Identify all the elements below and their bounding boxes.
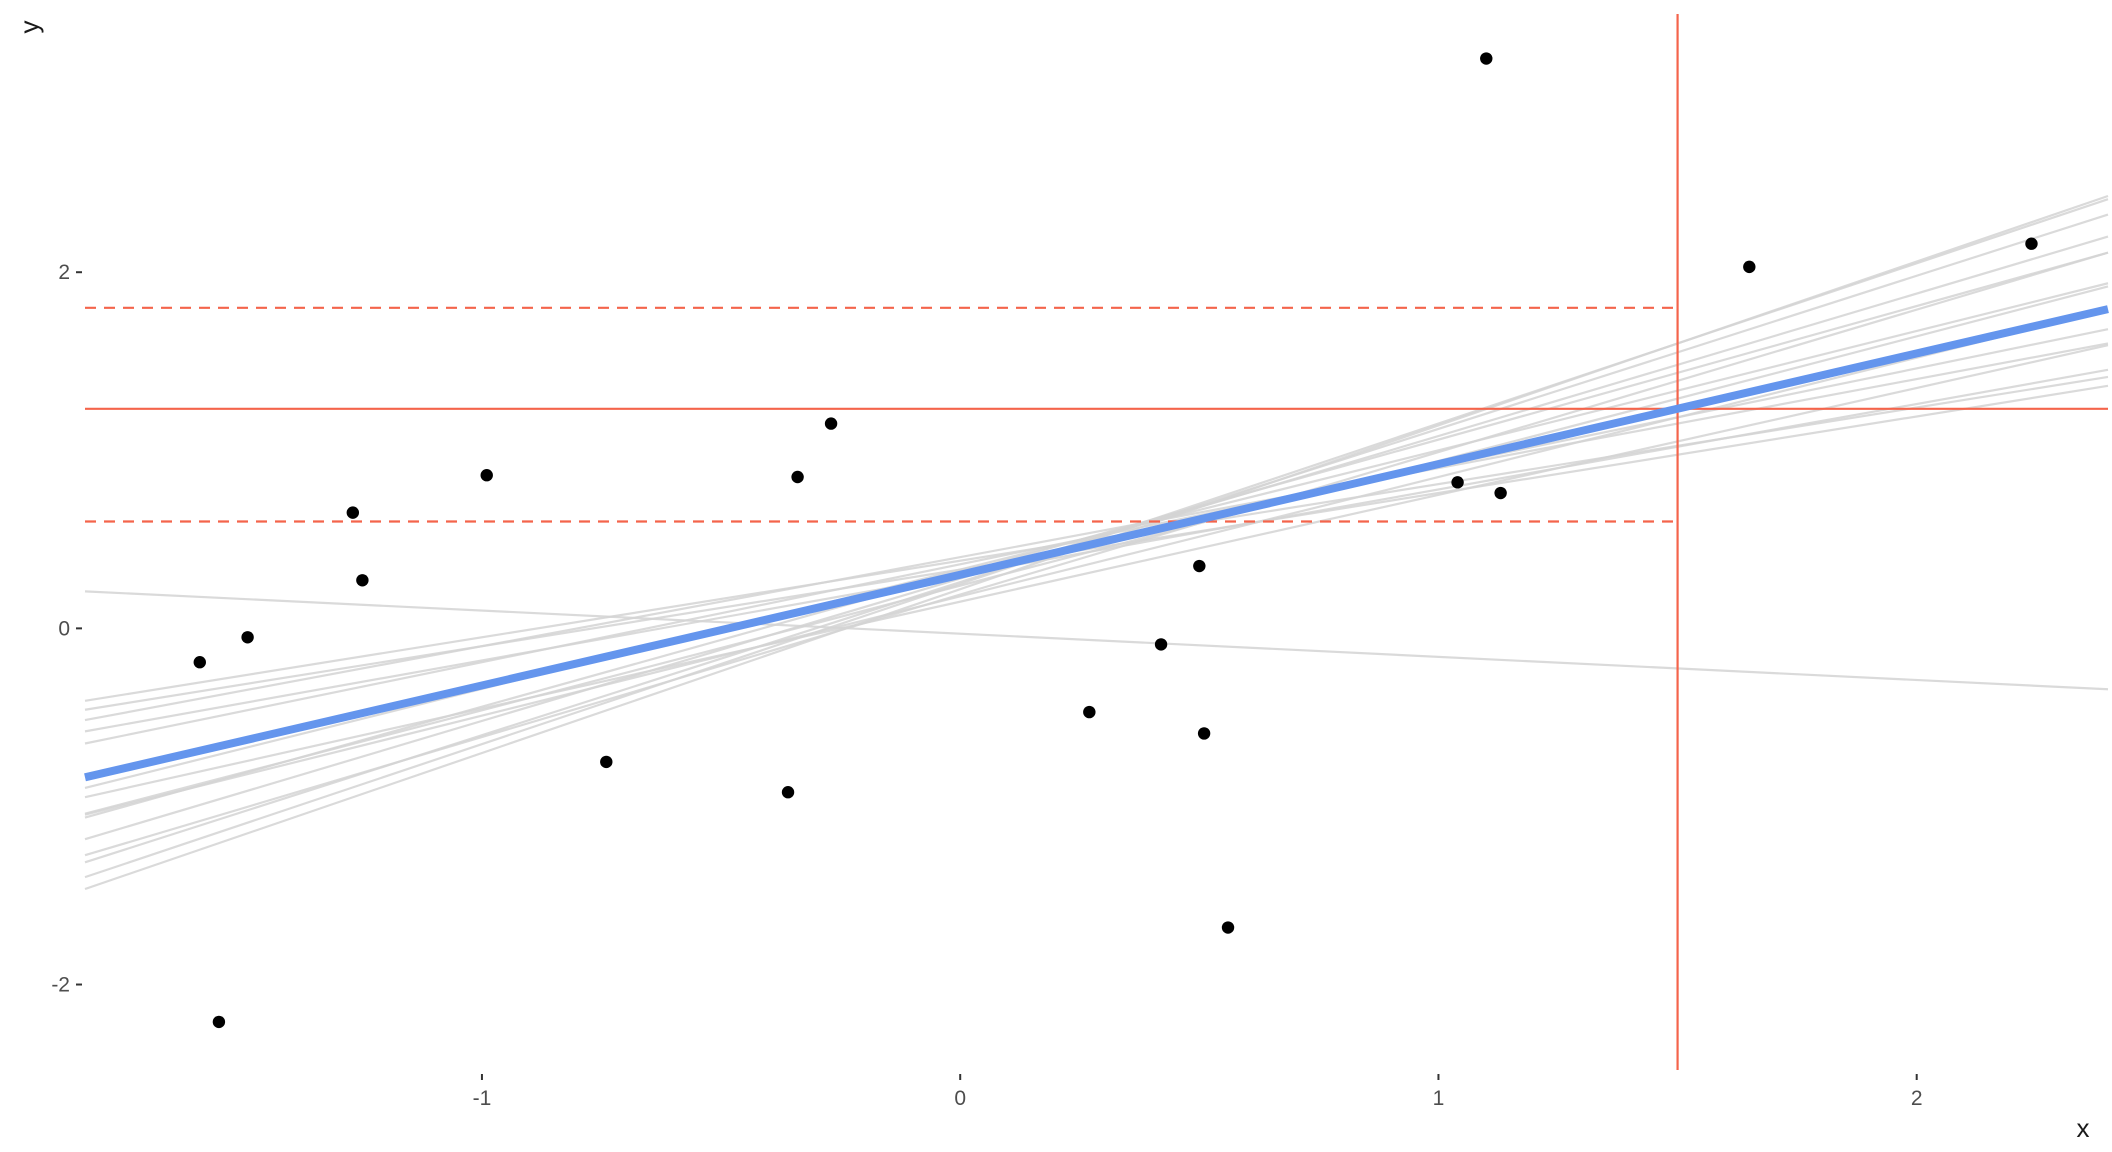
- sample-line: [84, 384, 2109, 711]
- data-point: [241, 631, 254, 644]
- y-tick-label: 2: [58, 261, 70, 284]
- data-point: [1743, 260, 1756, 274]
- data-point: [824, 417, 838, 430]
- y-axis-label: y: [14, 21, 44, 34]
- data-point: [1197, 727, 1211, 740]
- fit-line-group: [84, 305, 2109, 782]
- y-tick-label: -2: [51, 974, 70, 997]
- data-point: [1451, 476, 1464, 489]
- data-point: [1494, 486, 1507, 500]
- data-point: [480, 469, 493, 482]
- x-tick-label: 0: [954, 1087, 966, 1110]
- sample-line: [84, 251, 2109, 857]
- data-point: [1221, 921, 1235, 934]
- fit-line: [84, 305, 2109, 782]
- x-tick-label: 1: [1433, 1087, 1445, 1110]
- data-points: [193, 52, 2038, 1029]
- sample-line: [84, 251, 2109, 819]
- sample-line: [84, 328, 2109, 745]
- data-point: [600, 755, 613, 769]
- data-point: [346, 506, 360, 519]
- data-point: [212, 1015, 226, 1029]
- x-tick-label: -1: [473, 1087, 492, 1110]
- data-point: [781, 785, 795, 799]
- sample-line: [84, 344, 2109, 799]
- data-point: [193, 656, 206, 669]
- sample-line: [84, 342, 2109, 722]
- reference-lines: [85, 14, 2108, 1070]
- sample-line: [84, 308, 2109, 816]
- axes: -1 0 1 2 -2 0 2: [51, 261, 1922, 1110]
- sample-line: [84, 375, 2109, 702]
- data-point: [791, 470, 804, 484]
- data-point: [356, 574, 369, 587]
- sample-line: [84, 285, 2109, 815]
- data-point: [1193, 559, 1206, 573]
- sample-line: [84, 590, 2109, 691]
- x-tick-label: 2: [1911, 1087, 1923, 1110]
- data-point: [1154, 638, 1168, 651]
- data-point: [1480, 52, 1493, 65]
- data-point: [2025, 237, 2038, 250]
- y-tick-label: 0: [58, 617, 70, 640]
- x-axis-label: x: [2077, 1113, 2090, 1143]
- data-point: [1083, 705, 1096, 719]
